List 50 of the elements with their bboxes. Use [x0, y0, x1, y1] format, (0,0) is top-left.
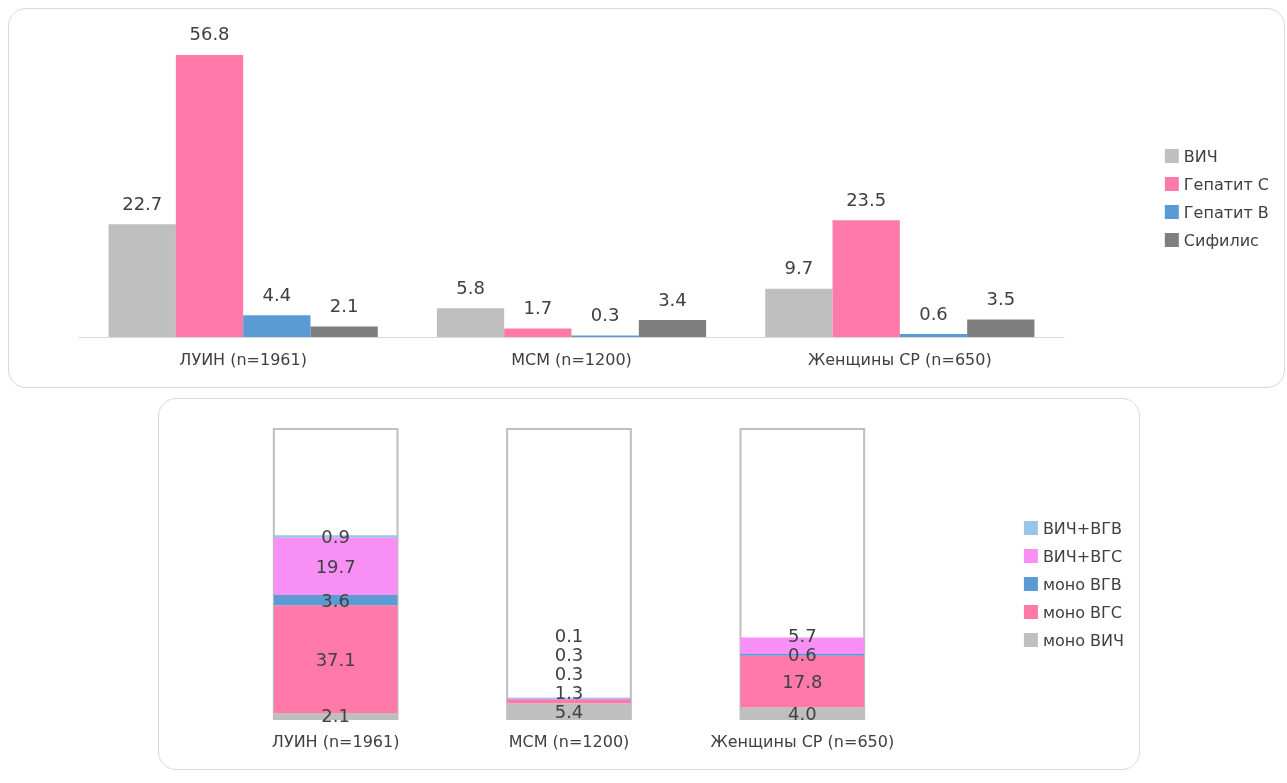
legend-label: Гепатит С: [1183, 174, 1270, 194]
data-label: 3.4: [658, 288, 687, 310]
legend-label: моно ВГС: [1042, 602, 1122, 622]
bar: [310, 326, 378, 337]
data-label: 0.9: [321, 525, 350, 547]
x-tick-label: ЛУИН (n=1961): [271, 731, 400, 751]
bar: [504, 328, 572, 337]
data-label: 5.8: [456, 276, 485, 298]
bar: [832, 220, 900, 337]
legend-label: моно ВИЧ: [1042, 630, 1124, 650]
bar: [436, 308, 505, 337]
x-tick-label: МСМ (n=1200): [511, 349, 632, 369]
data-label: 2.1: [321, 705, 350, 727]
data-label: 0.3: [554, 643, 584, 665]
data-label: 3.6: [321, 589, 350, 611]
data-label: 2.1: [329, 295, 359, 317]
data-label: 5.4: [554, 700, 584, 722]
bar: [243, 315, 311, 337]
bar: [765, 288, 833, 337]
data-label: 17.8: [782, 671, 823, 693]
data-label: 23.5: [846, 188, 887, 210]
bar: [175, 54, 244, 337]
data-label: 0.6: [919, 302, 948, 324]
legend-label: Сифилис: [1183, 230, 1259, 250]
data-label: 3.5: [986, 288, 1016, 310]
bar: [967, 319, 1035, 337]
legend-label: ВИЧ+ВГВ: [1042, 518, 1122, 538]
data-label: 1.3: [554, 681, 584, 703]
bar: [638, 320, 707, 337]
x-tick-label: Женщины СР (n=650): [808, 349, 992, 369]
data-label: 0.1: [554, 624, 584, 646]
data-label: 0.3: [554, 662, 584, 684]
data-label: 4.4: [262, 283, 292, 305]
data-label: 4.0: [788, 702, 817, 724]
data-label: 9.7: [784, 257, 814, 279]
x-tick-label: ЛУИН (n=1961): [179, 349, 307, 369]
legend-label: Гепатит В: [1183, 202, 1269, 222]
data-label: 1.7: [523, 297, 553, 319]
data-label: 37.1: [315, 648, 356, 670]
legend-label: ВИЧ: [1183, 146, 1218, 166]
x-tick-label: МСМ (n=1200): [508, 731, 630, 751]
bar: [899, 334, 968, 337]
bar: [108, 224, 176, 337]
data-label: 0.3: [590, 304, 620, 326]
data-label: 22.7: [122, 192, 163, 214]
legend-label: моно ВГВ: [1042, 574, 1122, 594]
data-label: 56.8: [189, 23, 230, 45]
legend-label: ВИЧ+ВГС: [1042, 546, 1123, 566]
data-label: 19.7: [315, 555, 356, 577]
x-tick-label: Женщины СР (n=650): [710, 731, 895, 751]
